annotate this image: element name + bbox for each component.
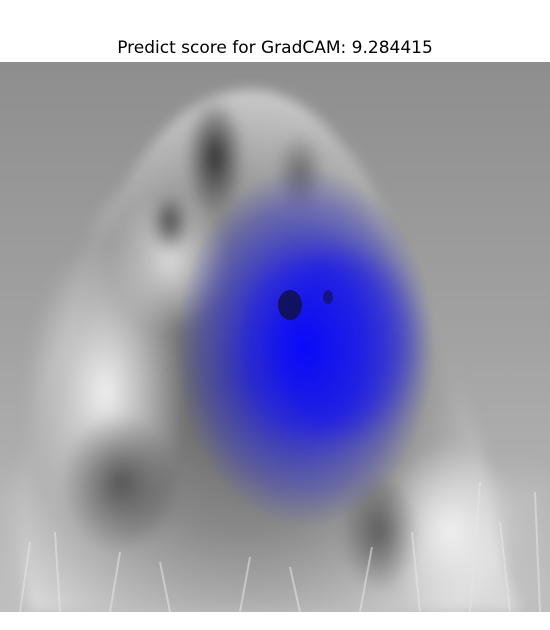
gradcam-image [0,62,550,612]
dog-eye [278,290,302,320]
dog-eye [323,290,333,304]
dog-photo-with-heatmap [0,62,550,612]
figure-title: Predict score for GradCAM: 9.284415 [117,38,433,58]
grass-blades [19,481,541,612]
